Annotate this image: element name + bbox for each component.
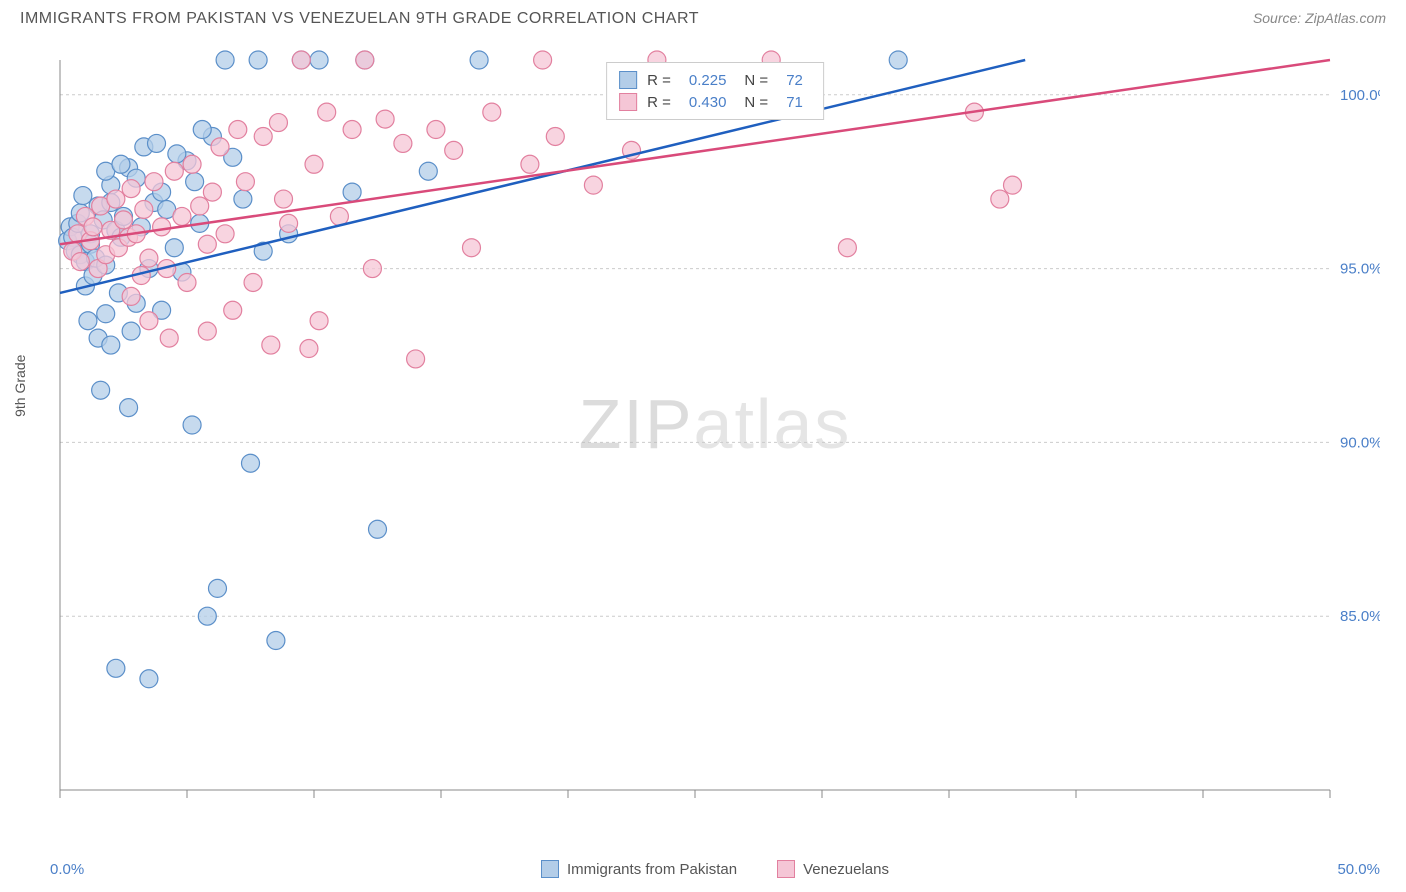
legend-stat-row: R = 0.225 N = 72 [619,69,811,91]
chart-container: 9th Grade 85.0%90.0%95.0%100.0% ZIPatlas… [50,50,1380,830]
legend-r-value: 0.430 [689,94,727,111]
source-attribution: Source: ZipAtlas.com [1253,10,1386,26]
legend-series-label: Venezuelans [803,861,889,878]
legend-series: Immigrants from Pakistan Venezuelans [50,860,1380,878]
legend-swatch [777,860,795,878]
x-axis-max-label: 50.0% [1337,861,1380,878]
legend-r-label: R = [647,72,671,89]
x-axis-min-label: 0.0% [50,861,84,878]
legend-series-item: Venezuelans [777,860,889,878]
legend-n-label: N = [744,72,768,89]
legend-n-value: 72 [786,72,803,89]
chart-title: IMMIGRANTS FROM PAKISTAN VS VENEZUELAN 9… [20,10,699,28]
svg-text:95.0%: 95.0% [1340,261,1380,278]
legend-stats: R = 0.225 N = 72 R = 0.430 N = 71 [606,62,824,120]
svg-text:85.0%: 85.0% [1340,608,1380,625]
svg-text:90.0%: 90.0% [1340,434,1380,451]
legend-n-value: 71 [786,94,803,111]
legend-r-value: 0.225 [689,72,727,89]
scatter-plot: 85.0% 90.0% 95.0% 100.0% [50,50,1380,830]
legend-swatch [541,860,559,878]
legend-n-label: N = [744,94,768,111]
legend-r-label: R = [647,94,671,111]
svg-text:100.0%: 100.0% [1340,87,1380,104]
legend-series-label: Immigrants from Pakistan [567,861,737,878]
y-axis-label: 9th Grade [12,355,28,417]
legend-swatch [619,71,637,89]
legend-series-item: Immigrants from Pakistan [541,860,737,878]
legend-stat-row: R = 0.430 N = 71 [619,91,811,113]
legend-swatch [619,93,637,111]
